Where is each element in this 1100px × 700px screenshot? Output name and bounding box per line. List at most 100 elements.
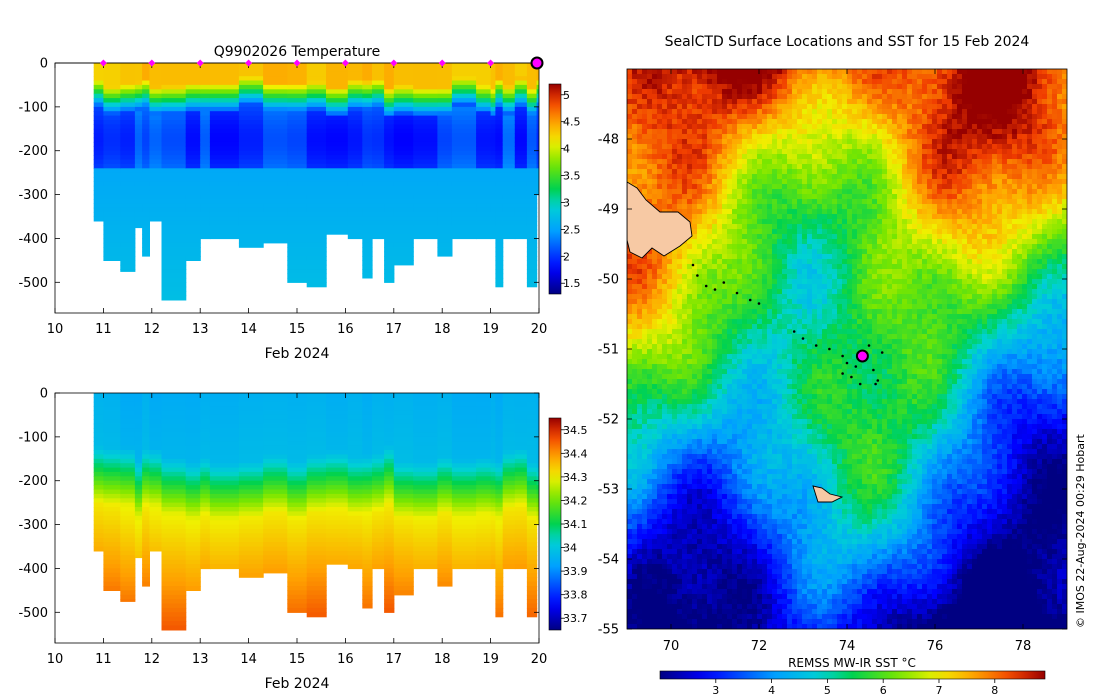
sst-cell [897,184,903,190]
profile-cell [413,498,438,504]
profile-cell [362,533,373,539]
profile-cell [476,120,492,125]
profile-cell [306,194,327,200]
profile-cell [200,63,211,68]
x-tick-label: 12 [144,652,161,667]
profile-cell [326,150,349,156]
sst-cell [882,89,888,95]
profile-cell [142,537,150,543]
profile-cell [161,216,187,222]
sst-cell [682,194,688,200]
sst-cell [847,184,853,190]
profile-cell [120,467,136,473]
profile-cell [490,428,496,434]
profile-cell [393,84,414,90]
sst-cell [672,154,678,160]
profile-cell [134,550,143,556]
sst-cell [1022,89,1028,95]
profile-cell [287,529,308,534]
profile-cell [526,436,538,442]
profile-cell [476,397,492,403]
profile-cell [149,128,163,134]
sst-cell [1022,149,1028,155]
sst-cell [737,129,743,135]
profile-cell [490,489,496,495]
profile-cell [451,120,477,125]
sst-cell [822,174,828,180]
sst-cell [712,139,718,145]
sst-cell [907,119,913,125]
profile-cell [287,436,308,442]
sst-cell [967,154,973,160]
sst-cell [797,89,803,95]
profile-cell [413,98,438,104]
profile-cell [326,445,349,451]
sst-cell [952,139,958,145]
sst-cell [767,149,773,155]
profile-cell [437,84,453,90]
profile-cell [514,480,528,486]
sst-cell [937,109,943,115]
profile-cell [437,115,453,121]
profile-cell [263,159,288,165]
profile-cell [495,98,504,104]
profile-cell [238,146,264,152]
sst-cell [1037,69,1043,75]
profile-cell [393,98,414,104]
sst-cell [1007,104,1013,110]
profile-cell [209,520,240,526]
profile-cell [238,493,264,499]
sst-cell [927,114,933,120]
profile-cell [413,401,438,407]
profile-cell [476,393,492,398]
profile-cell [393,63,414,68]
profile-cell [287,269,308,275]
profile-cell [347,559,363,565]
sst-cell [982,119,988,125]
profile-cell [185,572,201,578]
sst-cell [917,89,923,95]
profile-cell [347,212,363,218]
sst-cell [807,164,813,170]
profile-cell [306,410,327,416]
sst-cell [762,84,768,90]
profile-cell [514,76,528,82]
profile-cell [347,203,363,209]
profile-cell [103,568,121,574]
profile-cell [490,76,496,82]
sst-cell [702,74,708,80]
sst-cell [742,129,748,135]
profile-cell [437,190,453,196]
profile-cell [490,441,496,447]
profile-cell [495,414,504,420]
profile-cell [437,225,453,231]
profile-cell [362,586,373,591]
profile-cell [326,168,349,174]
profile-cell [263,507,288,512]
profile-cell [437,181,453,187]
profile-cell [362,185,373,191]
profile-cell [490,225,496,231]
sst-cell [972,99,978,105]
sst-cell [722,134,728,140]
profile-cell [347,93,363,99]
sst-cell [752,104,758,110]
sst-cell [727,74,733,80]
sst-cell [882,104,888,110]
sst-cell [942,89,948,95]
profile-cell [347,485,363,491]
sst-cell [782,119,788,125]
profile-cell [306,393,327,398]
sst-cell [887,114,893,120]
profile-cell [238,67,264,73]
sst-cell [1047,184,1053,190]
sst-cell [832,129,838,135]
sst-cell [1047,189,1053,195]
sst-cell [787,184,793,190]
profile-cell [161,115,187,121]
sst-cell [697,174,703,180]
sst-cell [907,124,913,130]
sst-cell [642,109,648,115]
sst-cell [797,179,803,185]
sst-cell [692,154,698,160]
